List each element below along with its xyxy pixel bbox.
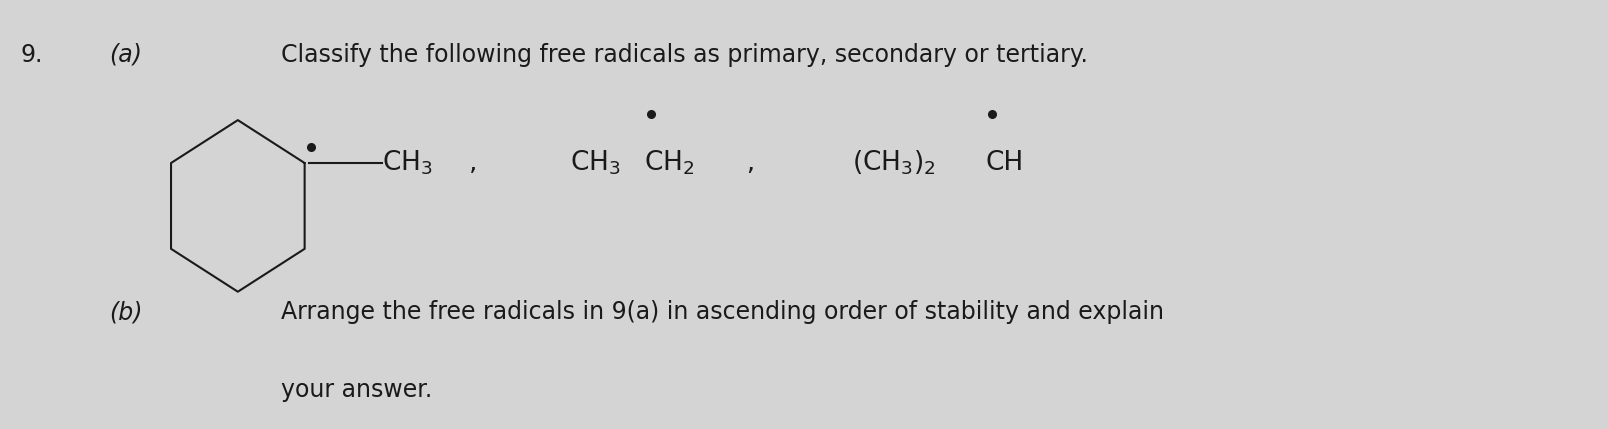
Text: CH$_3$: CH$_3$ — [570, 149, 622, 177]
Text: (b): (b) — [109, 300, 143, 324]
Text: Arrange the free radicals in 9(a) in ascending order of stability and explain: Arrange the free radicals in 9(a) in asc… — [281, 300, 1163, 324]
Text: CH$_2$: CH$_2$ — [644, 149, 694, 177]
Text: CH: CH — [985, 150, 1024, 176]
Text: (CH$_3$)$_2$: (CH$_3$)$_2$ — [852, 149, 935, 177]
Text: (a): (a) — [109, 43, 143, 67]
Text: ,: , — [730, 150, 755, 176]
Text: CH$_3$: CH$_3$ — [382, 149, 432, 177]
Text: your answer.: your answer. — [281, 378, 432, 402]
Text: ,: , — [469, 150, 477, 176]
Text: 9.: 9. — [21, 43, 43, 67]
Text: Classify the following free radicals as primary, secondary or tertiary.: Classify the following free radicals as … — [281, 43, 1088, 67]
